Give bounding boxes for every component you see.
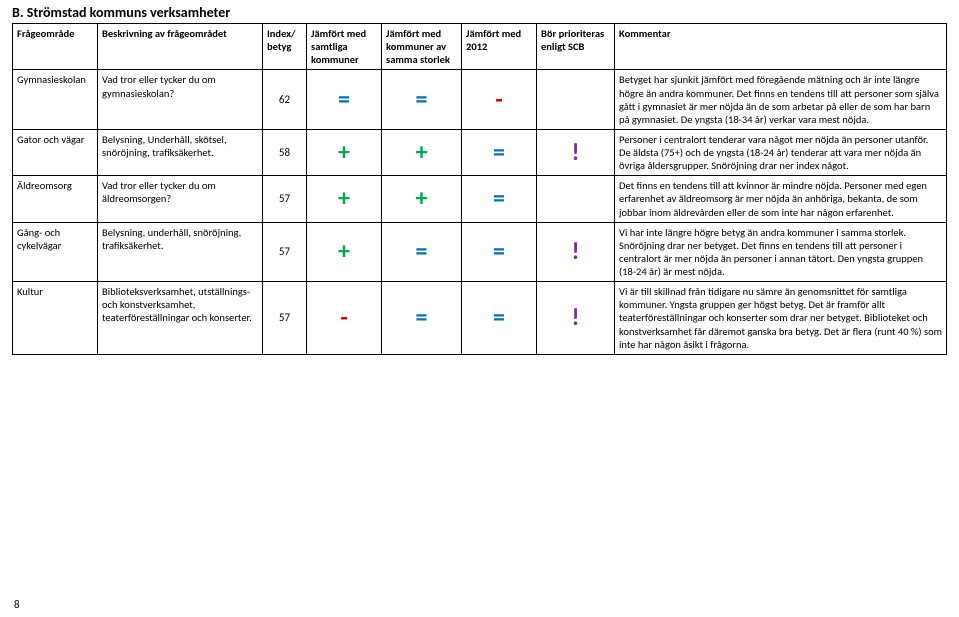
col-header-area: Frågeområde — [13, 24, 98, 70]
col-header-index: Index/ betyg — [263, 24, 307, 70]
cell-symbol-1: - — [307, 282, 382, 355]
cell-comment: Vi har inte längre högre betyg än andra … — [615, 222, 947, 282]
cell-symbol-4 — [537, 70, 615, 130]
section-title: B. Strömstad kommuns verksamheter — [12, 4, 947, 21]
cell-symbol-2: = — [382, 222, 462, 282]
cell-symbol-3: = — [462, 129, 537, 175]
cell-comment: Personer i centralort tenderar vara någo… — [615, 129, 947, 175]
cell-symbol-3: = — [462, 222, 537, 282]
cell-symbol-1: + — [307, 176, 382, 222]
cell-index: 62 — [263, 70, 307, 130]
cell-area: Äldreomsorg — [13, 176, 98, 222]
cell-symbol-3: = — [462, 176, 537, 222]
cell-symbol-2: + — [382, 176, 462, 222]
cell-desc: Belysning, Underhåll, skötsel, snöröjnin… — [98, 129, 263, 175]
col-header-vs-2012: Jämfört med 2012 — [462, 24, 537, 70]
cell-area: Gator och vägar — [13, 129, 98, 175]
col-header-desc: Beskrivning av frågeområdet — [98, 24, 263, 70]
cell-symbol-3: - — [462, 70, 537, 130]
cell-desc: Belysning, underhåll, snöröjning, trafik… — [98, 222, 263, 282]
cell-area: Gång- och cykelvägar — [13, 222, 98, 282]
table-header-row: Frågeområde Beskrivning av frågeområdet … — [13, 24, 947, 70]
cell-symbol-1: + — [307, 129, 382, 175]
cell-index: 57 — [263, 222, 307, 282]
page-number: 8 — [14, 598, 20, 611]
cell-symbol-4: ! — [537, 222, 615, 282]
cell-index: 58 — [263, 129, 307, 175]
cell-symbol-4 — [537, 176, 615, 222]
table-row: Gång- och cykelvägarBelysning, underhåll… — [13, 222, 947, 282]
cell-symbol-3: = — [462, 282, 537, 355]
data-table: Frågeområde Beskrivning av frågeområdet … — [12, 23, 947, 355]
cell-area: Gymnasieskolan — [13, 70, 98, 130]
table-row: KulturBiblioteksverksamhet, utställnings… — [13, 282, 947, 355]
cell-symbol-2: + — [382, 129, 462, 175]
table-row: Gator och vägarBelysning, Underhåll, skö… — [13, 129, 947, 175]
cell-desc: Vad tror eller tycker du om äldreomsorge… — [98, 176, 263, 222]
cell-comment: Betyget har sjunkit jämfört med föregåen… — [615, 70, 947, 130]
cell-comment: Vi är till skillnad från tidigare nu säm… — [615, 282, 947, 355]
col-header-vs-samesize: Jämfört med kommuner av samma storlek — [382, 24, 462, 70]
cell-index: 57 — [263, 282, 307, 355]
cell-comment: Det finns en tendens till att kvinnor är… — [615, 176, 947, 222]
cell-symbol-4: ! — [537, 282, 615, 355]
cell-symbol-1: = — [307, 70, 382, 130]
col-header-priority: Bör prioriteras enligt SCB — [537, 24, 615, 70]
cell-symbol-2: = — [382, 70, 462, 130]
cell-area: Kultur — [13, 282, 98, 355]
cell-index: 57 — [263, 176, 307, 222]
col-header-vs-all: Jämfört med samtliga kommuner — [307, 24, 382, 70]
cell-desc: Biblioteksverksamhet, utställnings- och … — [98, 282, 263, 355]
cell-symbol-1: + — [307, 222, 382, 282]
col-header-comment: Kommentar — [615, 24, 947, 70]
cell-symbol-2: = — [382, 282, 462, 355]
cell-symbol-4: ! — [537, 129, 615, 175]
cell-desc: Vad tror eller tycker du om gymnasieskol… — [98, 70, 263, 130]
table-row: ÄldreomsorgVad tror eller tycker du om ä… — [13, 176, 947, 222]
table-row: GymnasieskolanVad tror eller tycker du o… — [13, 70, 947, 130]
